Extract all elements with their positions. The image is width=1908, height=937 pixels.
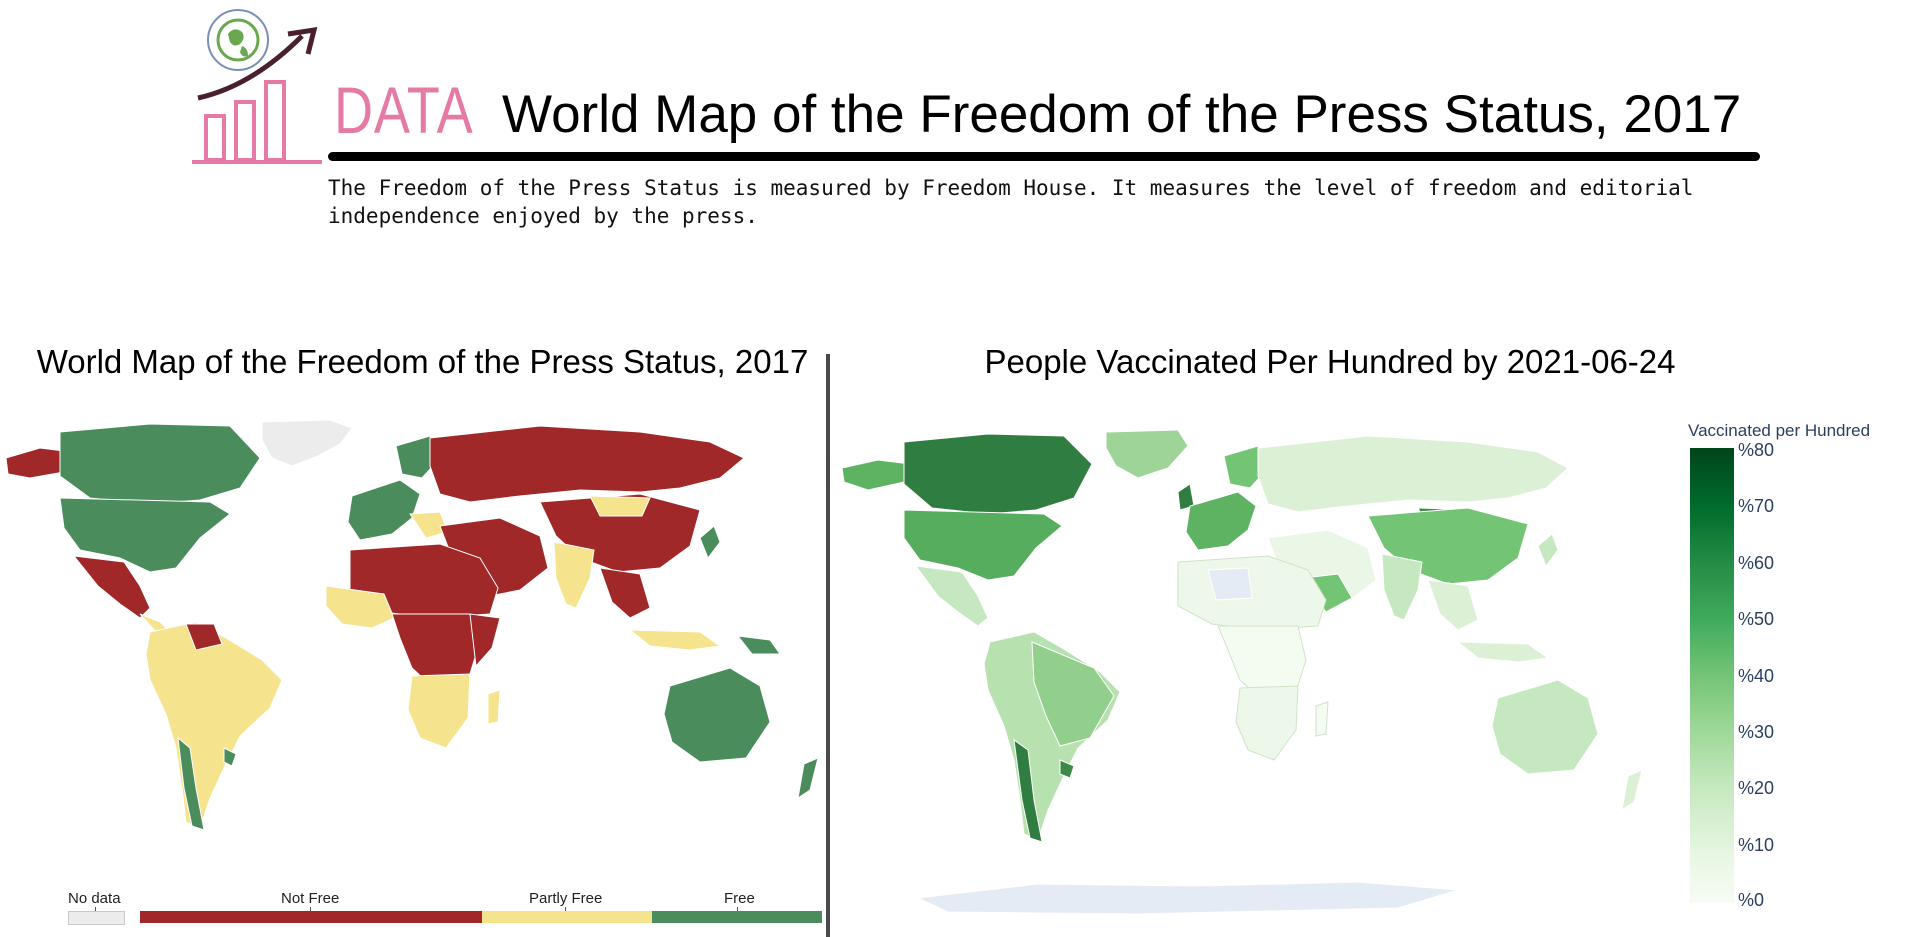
legend-label-no-data: No data (68, 890, 121, 907)
map-india (553, 541, 595, 609)
colorbar-tick-label: %60 (1738, 553, 1775, 573)
map-india (1381, 553, 1423, 621)
map-russia (429, 425, 745, 503)
map-east-africa (469, 613, 501, 668)
map-madagascar (487, 689, 501, 725)
left-map-title: World Map of the Freedom of the Press St… (36, 343, 809, 380)
map-australia (1491, 679, 1599, 775)
press-freedom-map (5, 419, 819, 831)
map-greenland (261, 419, 353, 467)
map-western-europe (347, 479, 421, 541)
page-description: The Freedom of the Press Status is measu… (328, 176, 1694, 228)
colorbar-tick-label: %50 (1738, 609, 1775, 629)
map-brazil (1031, 641, 1115, 747)
map-canada (59, 423, 261, 505)
colorbar-tick-label: %80 (1738, 440, 1775, 460)
map-antarctica (916, 881, 1459, 915)
map-uruguay (223, 747, 237, 767)
colorbar-tick-label: %40 (1738, 666, 1775, 686)
legend-label-partly-free: Partly Free (529, 890, 603, 907)
logo-icon (192, 9, 322, 164)
vaccination-map (841, 429, 1643, 915)
map-chile (177, 736, 205, 831)
map-japan (1537, 533, 1559, 568)
map-mexico (914, 565, 989, 627)
map-uruguay (1059, 759, 1075, 779)
map-southeast-asia (1427, 579, 1479, 631)
colorbar-tick-label: %20 (1738, 778, 1775, 798)
map-venezuela (185, 623, 223, 651)
legend-swatch-partly-free (482, 911, 652, 923)
map-mongolia (589, 495, 651, 517)
colorbar-tick-label: %30 (1738, 722, 1775, 742)
colorbar-tick-label: %10 (1738, 835, 1775, 855)
map-indonesia (1456, 641, 1550, 663)
map-algeria-nodata (1207, 567, 1253, 601)
page-title: World Map of the Freedom of the Press St… (502, 85, 1742, 144)
map-new-zealand (797, 757, 819, 800)
legend-tick (565, 907, 566, 912)
right-map-title: People Vaccinated Per Hundred by 2021-06… (984, 343, 1676, 380)
map-japan (699, 525, 721, 560)
map-south-america (145, 621, 283, 829)
legend-tick (95, 907, 96, 912)
map-australia (663, 667, 771, 763)
legend-label-not-free: Not Free (281, 890, 340, 907)
map-papua (736, 635, 781, 655)
map-southern-africa (407, 673, 471, 749)
map-greenland (1105, 429, 1189, 479)
legend-swatch-no-data (68, 911, 125, 925)
map-balkans (409, 511, 449, 539)
map-chile (1013, 738, 1043, 843)
map-indonesia (628, 629, 722, 651)
map-southern-africa (1235, 685, 1299, 761)
legend-tick (310, 907, 311, 912)
legend-tick (737, 907, 738, 912)
colorbar-tick-label: %70 (1738, 496, 1775, 516)
legend-label-free: Free (724, 890, 755, 907)
legend-swatch-not-free (140, 911, 482, 923)
map-madagascar (1315, 701, 1329, 737)
colorbar-tick-label: %0 (1738, 890, 1765, 910)
map-alaska (841, 459, 911, 491)
legend-swatch-free (652, 911, 822, 923)
map-west-africa (325, 585, 395, 629)
map-russia (1257, 435, 1569, 513)
title-underline (328, 152, 1760, 161)
map-usa (903, 509, 1063, 581)
map-new-zealand (1621, 769, 1643, 812)
colorbar-gradient (1690, 448, 1734, 903)
map-usa (59, 497, 231, 573)
map-mexico (72, 555, 151, 619)
map-southeast-asia (599, 567, 651, 619)
colorbar-title: Vaccinated per Hundred (1688, 421, 1871, 440)
panel-divider (826, 354, 830, 937)
map-canada (903, 433, 1093, 515)
logo-word: DATA (334, 73, 474, 147)
map-western-europe (1185, 491, 1257, 551)
